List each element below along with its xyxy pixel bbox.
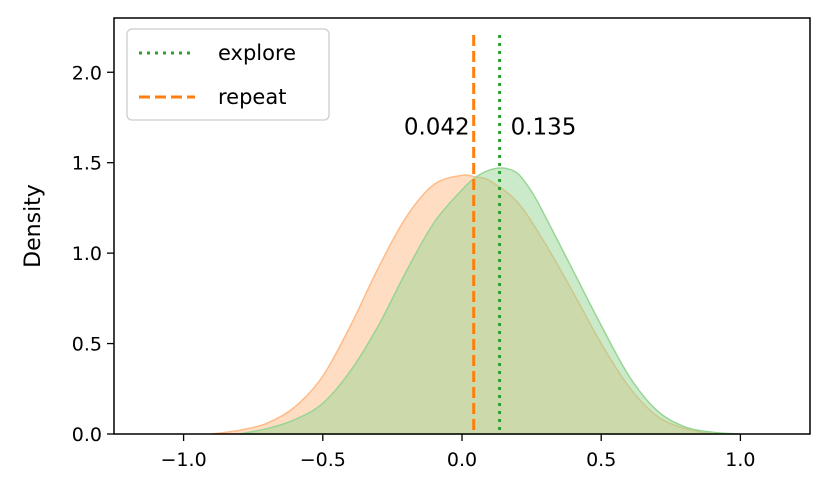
density-area-explore: [239, 167, 741, 435]
y-tick-label: 2.0: [72, 62, 102, 84]
x-tick-label: 0.5: [586, 449, 616, 471]
x-tick-label: 0.0: [447, 449, 477, 471]
mean-annotation: 0.042: [404, 115, 470, 141]
y-tick-label: 0.5: [72, 334, 102, 356]
x-tick-label: −1.0: [161, 449, 207, 471]
mean-annotation: 0.135: [511, 115, 577, 141]
legend-label-explore: explore: [218, 41, 296, 65]
mean-lines: [472, 35, 502, 434]
legend: explore repeat: [126, 28, 330, 121]
legend-label-repeat: repeat: [218, 85, 286, 109]
y-tick-label: 1.5: [72, 153, 102, 175]
density-areas: [211, 167, 741, 435]
x-tick-label: 1.0: [725, 449, 755, 471]
mean-annotations: 0.042 0.135: [404, 115, 577, 141]
y-tick-label: 0.0: [72, 424, 102, 446]
y-axis: 0.0 0.5 1.0 1.5 2.0: [72, 62, 114, 446]
y-tick-label: 1.0: [72, 243, 102, 265]
x-axis: −1.0 −0.5 0.0 0.5 1.0: [161, 434, 756, 471]
x-tick-label: −0.5: [300, 449, 346, 471]
y-axis-title: Density: [21, 184, 46, 268]
